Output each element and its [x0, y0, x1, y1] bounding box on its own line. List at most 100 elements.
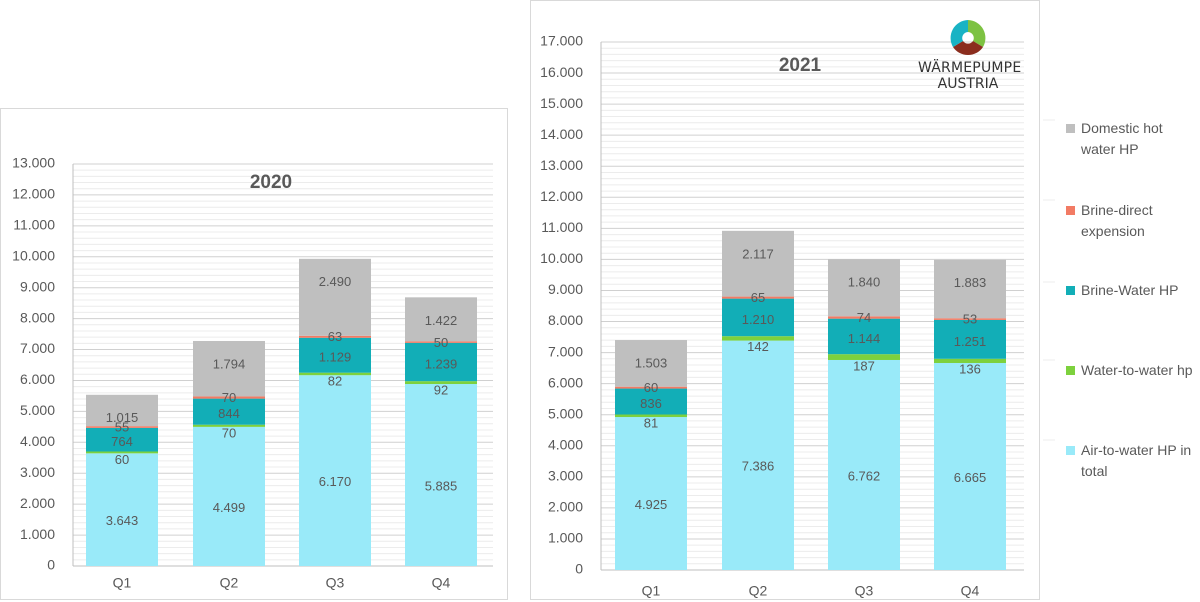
- chart-title-2020: 2020: [250, 172, 292, 193]
- y-tick-label-2020: 10.000: [12, 247, 55, 263]
- bar-brine_direct-Q4-2020: [405, 341, 477, 343]
- bar-brine_direct-Q2-2020: [193, 396, 265, 399]
- y-tick-label-2020: 2.000: [20, 495, 55, 511]
- legend-label: Brine-direct expension: [1081, 202, 1153, 239]
- data-label-brine-direct-Q1-2021: 60: [644, 380, 658, 395]
- bar-water-Q4-2021: [934, 358, 1006, 363]
- y-tick-label-2021: 3.000: [548, 468, 583, 484]
- data-label-air-Q3-2020: 6.170: [319, 474, 352, 489]
- bar-brine_water-Q3-2020: [299, 337, 371, 373]
- data-label-air-Q1-2021: 4.925: [635, 497, 668, 512]
- y-tick-label-2020: 7.000: [20, 340, 55, 356]
- bar-water-Q3-2020: [299, 372, 371, 376]
- bar-brine_direct-Q3-2021: [828, 316, 900, 319]
- y-tick-label-2020: 5.000: [20, 402, 55, 418]
- data-label-brine-direct-Q3-2021: 74: [857, 310, 871, 325]
- bar-brine_direct-Q3-2020: [299, 335, 371, 338]
- y-tick-label-2020: 1.000: [20, 526, 55, 542]
- data-label-brine-water-Q3-2020: 1.129: [319, 350, 352, 365]
- bar-dhw-Q4-2020: [405, 297, 477, 342]
- data-label-air-Q3-2021: 6.762: [848, 468, 881, 483]
- bar-air-Q2-2021: [722, 340, 794, 570]
- y-tick-label-2021: 15.000: [540, 95, 583, 111]
- waermepumpe-austria-logo: WÄRMEPUMPE AUSTRIA: [918, 16, 1022, 98]
- y-tick-label-2020: 0: [47, 557, 55, 573]
- data-label-dhw-Q3-2020: 2.490: [319, 274, 352, 289]
- bar-brine_water-Q1-2020: [86, 427, 158, 452]
- legend-label: Domestic hot water HP: [1081, 120, 1163, 157]
- legend-swatch-icon: [1066, 206, 1075, 215]
- x-tick-label-Q1-2020: Q1: [113, 575, 132, 591]
- bar-dhw-Q1-2021: [615, 340, 687, 387]
- data-label-air-Q1-2020: 3.643: [106, 513, 139, 528]
- x-tick-label-Q4-2020: Q4: [432, 575, 451, 591]
- y-tick-label-2020: 11.000: [13, 217, 55, 233]
- data-label-brine-direct-Q1-2020: 55: [115, 420, 129, 435]
- bar-water-Q2-2020: [193, 424, 265, 427]
- data-label-air-Q4-2021: 6.665: [954, 470, 987, 485]
- bar-dhw-Q4-2021: [934, 259, 1006, 319]
- bar-water-Q1-2021: [615, 414, 687, 418]
- y-tick-label-2020: 6.000: [20, 371, 55, 387]
- y-tick-label-2021: 16.000: [540, 64, 583, 80]
- bar-brine_direct-Q4-2021: [934, 318, 1006, 320]
- y-tick-label-2020: 3.000: [20, 464, 55, 480]
- legend-swatch-icon: [1066, 124, 1075, 133]
- bar-brine_water-Q3-2021: [828, 318, 900, 355]
- data-label-brine-direct-Q4-2020: 50: [434, 335, 448, 350]
- logo-text-line1: WÄRMEPUMPE: [918, 60, 1022, 76]
- bar-dhw-Q3-2020: [299, 258, 371, 336]
- y-tick-label-2021: 12.000: [540, 188, 583, 204]
- legend-label: Water-to-water hp: [1081, 362, 1193, 378]
- y-tick-label-2020: 8.000: [20, 309, 55, 325]
- bar-brine_direct-Q1-2021: [615, 386, 687, 389]
- bar-air-Q1-2021: [615, 417, 687, 570]
- y-tick-label-2021: 8.000: [548, 312, 583, 328]
- y-tick-label-2020: 4.000: [20, 433, 55, 449]
- data-label-brine-direct-Q2-2021: 65: [751, 290, 765, 305]
- y-tick-label-2021: 9.000: [548, 281, 583, 297]
- data-label-brine-water-Q1-2020: 764: [111, 434, 133, 449]
- bar-dhw-Q2-2021: [722, 230, 794, 297]
- data-label-water-Q1-2021: 81: [644, 415, 658, 430]
- data-label-water-Q1-2020: 60: [115, 452, 129, 467]
- bar-brine_water-Q2-2021: [722, 298, 794, 337]
- data-label-brine-water-Q2-2020: 844: [218, 406, 240, 421]
- data-label-brine-water-Q3-2021: 1.144: [848, 331, 881, 346]
- bar-water-Q2-2021: [722, 336, 794, 341]
- bar-air-Q2-2020: [193, 426, 265, 566]
- y-tick-label-2020: 12.000: [12, 186, 55, 202]
- data-label-dhw-Q1-2020: 1.015: [106, 410, 139, 425]
- x-tick-label-Q2-2020: Q2: [220, 575, 239, 591]
- data-label-brine-water-Q1-2021: 836: [640, 396, 662, 411]
- legend-label: Brine-Water HP: [1081, 282, 1179, 298]
- bar-brine_water-Q4-2020: [405, 342, 477, 382]
- x-tick-label-Q3-2020: Q3: [326, 575, 345, 591]
- legend-swatch-icon: [1066, 286, 1075, 295]
- data-label-water-Q4-2020: 92: [434, 382, 448, 397]
- x-tick-label-Q4-2021: Q4: [961, 583, 980, 599]
- bar-brine_direct-Q1-2020: [86, 426, 158, 428]
- y-tick-label-2021: 2.000: [548, 499, 583, 515]
- y-tick-label-2021: 0: [575, 561, 583, 577]
- x-tick-label-Q3-2021: Q3: [855, 583, 874, 599]
- bar-air-Q1-2020: [86, 453, 158, 566]
- data-label-water-Q2-2020: 70: [222, 425, 236, 440]
- data-label-water-Q2-2021: 142: [747, 339, 769, 354]
- data-label-air-Q2-2020: 4.499: [213, 500, 246, 515]
- bar-brine_water-Q4-2021: [934, 319, 1006, 359]
- data-label-brine-direct-Q2-2020: 70: [222, 390, 236, 405]
- x-tick-label-Q2-2021: Q2: [749, 583, 768, 599]
- bar-air-Q3-2021: [828, 359, 900, 570]
- legend-label: Air-to-water HP in total: [1081, 442, 1192, 479]
- data-label-dhw-Q2-2020: 1.794: [213, 356, 246, 371]
- y-tick-label-2021: 4.000: [548, 436, 583, 452]
- bar-air-Q4-2021: [934, 362, 1006, 570]
- bar-air-Q3-2020: [299, 375, 371, 566]
- x-tick-label-Q1-2021: Q1: [642, 583, 661, 599]
- bar-air-Q4-2020: [405, 384, 477, 566]
- y-tick-label-2021: 13.000: [540, 157, 583, 173]
- bar-water-Q4-2020: [405, 381, 477, 385]
- legend-swatch-icon: [1066, 446, 1075, 455]
- data-label-brine-water-Q4-2021: 1.251: [954, 334, 987, 349]
